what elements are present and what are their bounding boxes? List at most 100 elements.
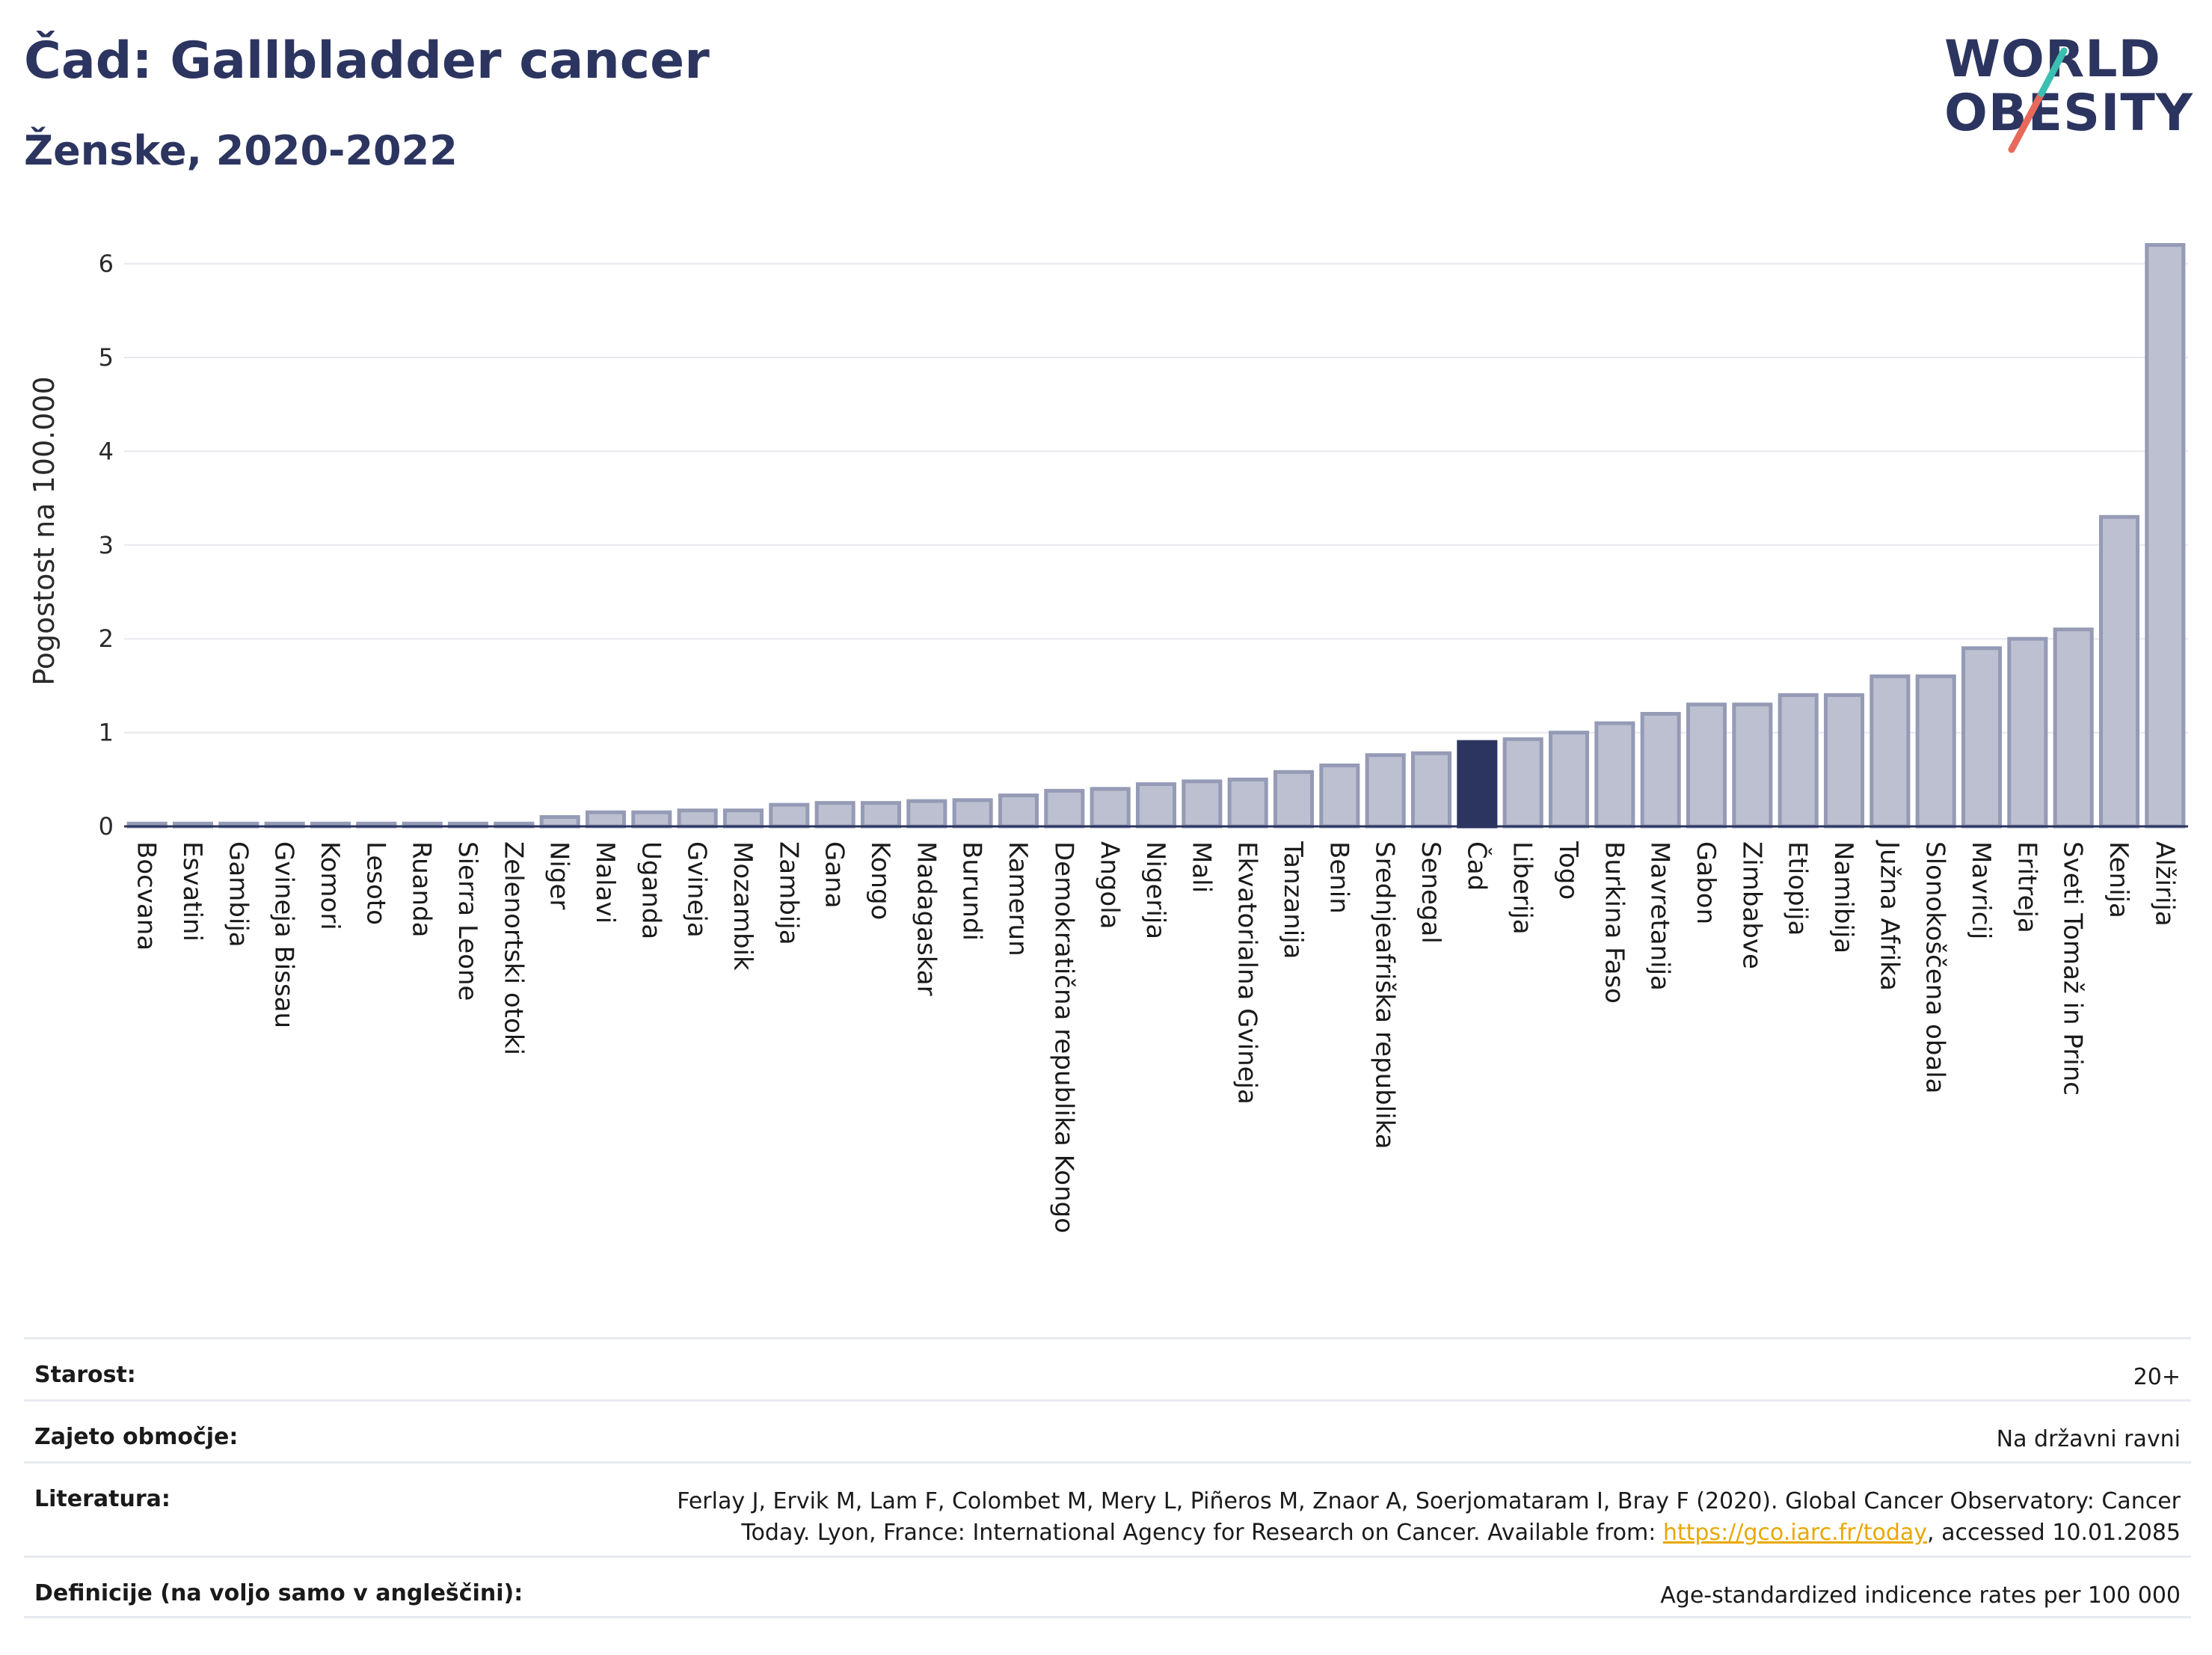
metadata-table: Starost: 20+ Zajeto območje: Na državni … bbox=[24, 1337, 2191, 1618]
meta-row-area: Zajeto območje: Na državni ravni bbox=[24, 1399, 2191, 1461]
bar bbox=[1778, 693, 1819, 829]
x-tick-label: Eritreja bbox=[2012, 841, 2042, 933]
bar bbox=[906, 799, 947, 829]
x-tick-label: Tanzanija bbox=[1278, 841, 1308, 959]
bar bbox=[1548, 731, 1590, 829]
bar bbox=[1319, 763, 1360, 829]
meta-age-value: 20+ bbox=[2133, 1364, 2181, 1390]
bar bbox=[2098, 515, 2140, 829]
x-tick-label: Južna Afrika bbox=[1874, 840, 1904, 991]
x-tick-label: Alžirija bbox=[2149, 841, 2179, 927]
x-tick-label: Gana bbox=[820, 841, 850, 909]
bar bbox=[1686, 702, 1727, 829]
x-tick-label: Madagaskar bbox=[911, 841, 941, 996]
bar bbox=[1915, 674, 1956, 829]
meta-row-literature: Literatura: Ferlay J, Ervik M, Lam F, Co… bbox=[24, 1461, 2191, 1556]
literature-link[interactable]: https://gco.iarc.fr/today bbox=[1662, 1520, 1928, 1546]
x-tick-label: Kamerun bbox=[1003, 841, 1033, 957]
bar bbox=[860, 801, 902, 829]
x-tick-label: Čad bbox=[1461, 841, 1492, 891]
bar bbox=[1732, 702, 1773, 829]
bar bbox=[1365, 753, 1406, 829]
bar bbox=[539, 814, 580, 829]
x-tick-label: Sierra Leone bbox=[452, 841, 482, 1001]
logo-text-obesity: OBESITY bbox=[1944, 84, 2193, 143]
x-tick-label: Uganda bbox=[636, 841, 666, 939]
x-tick-label: Zambija bbox=[773, 841, 803, 945]
x-tick-label: Bocvana bbox=[132, 841, 162, 951]
x-tick-label: Togo bbox=[1553, 841, 1583, 900]
bar bbox=[1273, 770, 1315, 829]
bar bbox=[722, 808, 764, 829]
bar bbox=[1457, 740, 1498, 829]
bar bbox=[1044, 788, 1085, 829]
y-tick-label: 1 bbox=[99, 719, 114, 747]
bar bbox=[1502, 737, 1543, 829]
bar bbox=[1135, 782, 1177, 829]
x-tick-label: Liberija bbox=[1508, 841, 1537, 935]
x-tick-label: Mozambik bbox=[728, 841, 758, 971]
x-tick-label: Zelenortski otoki bbox=[498, 841, 528, 1055]
bar bbox=[631, 810, 672, 829]
x-tick-label: Srednjeafriška republika bbox=[1370, 841, 1400, 1149]
logo-slash-icon bbox=[2008, 47, 2068, 153]
meta-area-label: Zajeto območje: bbox=[34, 1424, 239, 1450]
bar bbox=[1640, 712, 1681, 829]
x-tick-label: Slonokoščena obala bbox=[1920, 841, 1950, 1093]
x-tick-label: Burundi bbox=[957, 841, 987, 941]
x-tick-label: Komori bbox=[315, 841, 345, 930]
bar bbox=[998, 793, 1039, 829]
x-tick-label: Sveti Tomaž in Princ bbox=[2058, 841, 2088, 1096]
x-tick-label: Namibija bbox=[1828, 841, 1858, 954]
bar bbox=[677, 808, 718, 829]
x-tick-label: Nigerija bbox=[1140, 841, 1170, 939]
meta-literature-value: Ferlay J, Ervik M, Lam F, Colombet M, Me… bbox=[677, 1486, 2181, 1549]
x-tick-label: Senegal bbox=[1416, 841, 1446, 944]
x-tick-label: Angola bbox=[1095, 841, 1125, 929]
y-tick-label: 4 bbox=[99, 437, 114, 465]
bar bbox=[814, 801, 855, 829]
y-tick-label: 6 bbox=[99, 250, 114, 278]
x-tick-label: Mali bbox=[1186, 841, 1216, 893]
x-tick-label: Gvineja Bissau bbox=[269, 841, 299, 1028]
x-tick-label: Burkina Faso bbox=[1599, 841, 1629, 1004]
bar bbox=[1594, 721, 1635, 829]
x-tick-label: Ruanda bbox=[407, 841, 437, 937]
meta-literature-line1: Ferlay J, Ervik M, Lam F, Colombet M, Me… bbox=[677, 1488, 2181, 1514]
y-tick-label: 3 bbox=[99, 531, 114, 559]
chart-subtitle: Ženske, 2020-2022 bbox=[24, 127, 458, 174]
bar bbox=[2053, 627, 2094, 829]
meta-area-value: Na državni ravni bbox=[1996, 1426, 2181, 1452]
bar bbox=[952, 798, 993, 829]
meta-definitions-label: Definicije (na voljo samo v angleščini): bbox=[34, 1580, 523, 1606]
y-axis-label: Pogostost na 100.000 bbox=[28, 376, 61, 686]
meta-row-age: Starost: 20+ bbox=[24, 1337, 2191, 1399]
x-tick-label: Kongo bbox=[865, 841, 895, 920]
bar bbox=[585, 810, 627, 829]
x-tick-label: Zimbabve bbox=[1736, 841, 1766, 969]
y-tick-label: 5 bbox=[99, 343, 114, 372]
x-tick-label: Mavricij bbox=[1966, 841, 1996, 939]
bar bbox=[1182, 779, 1223, 829]
x-tick-label: Mavretanija bbox=[1645, 841, 1675, 991]
meta-literature-line2: Today. Lyon, France: International Agenc… bbox=[741, 1520, 1663, 1546]
x-tick-label: Demokratična republika Kongo bbox=[1048, 841, 1078, 1233]
world-obesity-logo: WORLD OBESITY bbox=[1944, 30, 2193, 157]
x-tick-label: Gvineja bbox=[682, 841, 712, 938]
y-tick-label: 0 bbox=[99, 812, 114, 841]
y-tick-label: 2 bbox=[99, 624, 114, 653]
meta-literature-label: Literatura: bbox=[34, 1486, 170, 1512]
bar bbox=[1410, 751, 1452, 829]
meta-age-label: Starost: bbox=[34, 1362, 136, 1388]
x-tick-label: Ekvatorialna Gvineja bbox=[1232, 841, 1262, 1105]
x-tick-label: Lesoto bbox=[360, 841, 390, 925]
bar bbox=[1961, 646, 2003, 829]
x-tick-label: Malavi bbox=[590, 841, 620, 924]
meta-row-definitions: Definicije (na voljo samo v angleščini):… bbox=[24, 1556, 2191, 1618]
x-tick-label: Kenija bbox=[2104, 841, 2133, 918]
bar bbox=[1090, 787, 1131, 829]
x-tick-label: Etiopija bbox=[1783, 841, 1813, 936]
bar bbox=[1870, 674, 1911, 829]
bar bbox=[1823, 693, 1865, 829]
x-tick-label: Esvatini bbox=[177, 841, 207, 942]
